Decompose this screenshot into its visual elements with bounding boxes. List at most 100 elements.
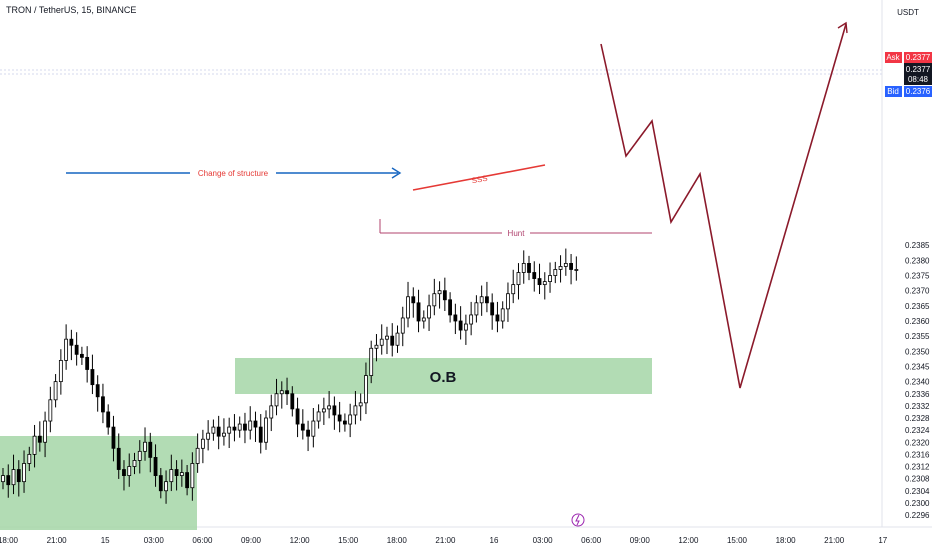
price-tick-label: 0.2336: [905, 390, 930, 399]
time-tick-label: 09:00: [630, 536, 651, 545]
price-tick-label: 0.2332: [905, 402, 930, 411]
candle-down: [153, 457, 158, 476]
candle-down: [216, 426, 221, 437]
bid-price-badge: [904, 86, 932, 97]
currency-label: USDT: [897, 8, 919, 17]
candle-up: [264, 417, 268, 443]
candle-up: [132, 460, 137, 467]
candle-up: [27, 453, 32, 464]
price-tick-label: 0.2320: [905, 438, 930, 447]
candle-up: [563, 263, 568, 267]
time-tick-label: 21:00: [435, 536, 456, 545]
candle-up: [164, 481, 168, 492]
price-tick-label: 0.2345: [905, 362, 930, 371]
candle-up: [479, 296, 484, 304]
time-tick-label: 03:00: [533, 536, 554, 545]
candle-down: [111, 426, 116, 449]
bid-label: Bid: [887, 87, 899, 96]
candle-up: [248, 420, 253, 431]
candle-up: [553, 269, 558, 276]
candle-down: [37, 435, 42, 443]
order-block-zone[interactable]: [235, 358, 652, 394]
candle-down: [148, 441, 153, 458]
candle-up: [11, 469, 16, 486]
price-tick-label: 0.2324: [905, 426, 930, 435]
candle-down: [158, 475, 163, 492]
candle-down: [253, 420, 258, 428]
candle-up: [395, 332, 400, 346]
candle-up: [316, 411, 321, 422]
candle-up: [364, 375, 368, 404]
candle-up: [437, 290, 442, 295]
candle-up: [353, 405, 358, 416]
candle-up: [195, 447, 200, 464]
price-tick-label: 0.2300: [905, 499, 930, 508]
ask-label: Ask: [886, 53, 900, 62]
lightning-icon[interactable]: [571, 513, 585, 527]
candle-down: [337, 414, 342, 422]
price-tick-label: 0.2355: [905, 332, 930, 341]
candle-down: [85, 356, 90, 370]
candle-up: [548, 275, 552, 282]
candle-up: [222, 432, 226, 437]
price-tick-label: 0.2340: [905, 378, 930, 387]
time-tick-label: 18:00: [0, 536, 19, 545]
candle-up: [227, 426, 232, 434]
bar-timer: 08:48: [908, 75, 929, 84]
candle-down: [569, 263, 573, 270]
projection-arrow-icon: [837, 21, 848, 34]
candle-down: [101, 396, 105, 413]
lightning-bolt-icon: [575, 514, 580, 526]
candle-up: [58, 360, 63, 383]
candle-down: [185, 472, 190, 489]
candle-up: [506, 293, 510, 310]
candle-down: [16, 469, 21, 483]
candle-up: [327, 405, 332, 410]
candle-up: [48, 399, 53, 422]
price-tick-label: 0.2296: [905, 511, 930, 520]
hunt-label: Hunt: [508, 229, 526, 238]
candle-down: [490, 302, 495, 316]
last-price: 0.2377: [906, 65, 931, 74]
candle-up: [127, 466, 132, 476]
candle-up: [311, 420, 316, 437]
time-tick-label: 16: [490, 536, 499, 545]
candle-up: [379, 338, 384, 346]
candle-up: [269, 405, 274, 419]
candle-down: [495, 314, 500, 322]
price-tick-label: 0.2308: [905, 475, 930, 484]
candle-up: [206, 432, 211, 440]
price-axis[interactable]: 0.2385 0.2380 0.2375 0.2370 0.2365 0.2360 0.23…: [905, 241, 930, 520]
structure-arrow-icon: [391, 167, 402, 179]
candle-up: [321, 408, 326, 413]
candle-down: [232, 426, 237, 431]
candle-up: [137, 450, 142, 461]
candle-up: [169, 469, 174, 483]
price-tick-label: 0.2328: [905, 414, 930, 423]
time-tick-label: 18:00: [387, 536, 408, 545]
price-tick-label: 0.2370: [905, 287, 930, 296]
candle-up: [22, 463, 26, 483]
candle-down: [458, 320, 463, 331]
candle-up: [516, 272, 521, 286]
candle-up: [53, 381, 58, 401]
candle-up: [574, 269, 579, 271]
candle-up: [469, 314, 474, 325]
candle-down: [342, 420, 347, 425]
candle-up: [143, 441, 147, 452]
bid-price: 0.2376: [906, 87, 931, 96]
candle-down: [300, 423, 305, 431]
candle-up: [190, 463, 195, 489]
candle-down: [258, 426, 263, 443]
candle-up: [542, 281, 547, 286]
candle-down: [90, 369, 95, 386]
candle-down: [485, 296, 489, 304]
price-tick-label: 0.2312: [905, 463, 930, 472]
candle-down: [306, 429, 310, 437]
candle-down: [122, 469, 126, 476]
candle-down: [243, 423, 247, 431]
time-tick-label: 15:00: [338, 536, 359, 545]
candle-down: [6, 475, 11, 486]
time-axis[interactable]: 18:00 21:00 15 03:00 06:00 09:00 12:00 15:00 18:…: [0, 536, 888, 545]
